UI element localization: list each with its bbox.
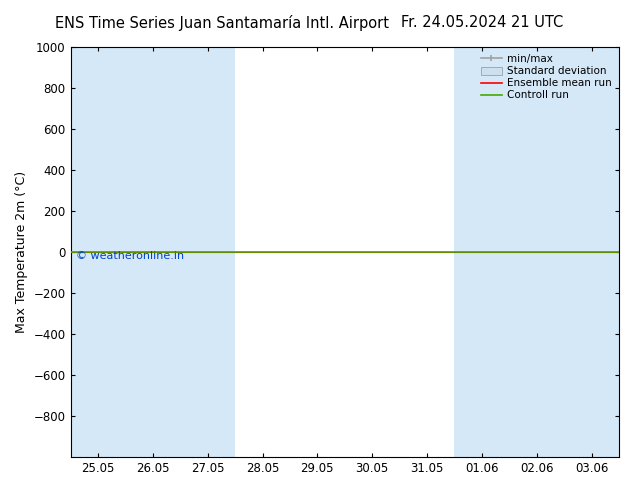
Bar xyxy=(70,47,126,457)
Y-axis label: Max Temperature 2m (°C): Max Temperature 2m (°C) xyxy=(15,171,28,333)
Text: © weatheronline.in: © weatheronline.in xyxy=(76,251,184,261)
Bar xyxy=(509,47,564,457)
Text: Fr. 24.05.2024 21 UTC: Fr. 24.05.2024 21 UTC xyxy=(401,15,563,30)
Legend: min/max, Standard deviation, Ensemble mean run, Controll run: min/max, Standard deviation, Ensemble me… xyxy=(479,52,614,102)
Text: ENS Time Series Juan Santamaría Intl. Airport: ENS Time Series Juan Santamaría Intl. Ai… xyxy=(55,15,389,31)
Bar xyxy=(180,47,235,457)
Bar xyxy=(564,47,619,457)
Bar xyxy=(455,47,509,457)
Bar xyxy=(126,47,180,457)
